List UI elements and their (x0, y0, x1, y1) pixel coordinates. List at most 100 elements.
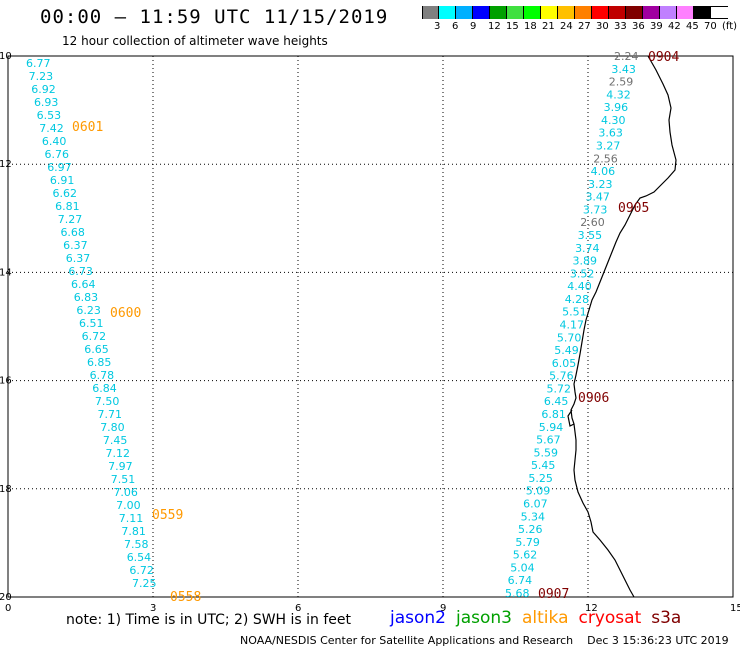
lon-tick-label: 6 (295, 603, 301, 614)
lat-tick-label: 10 (0, 51, 12, 62)
satellite-label: cryosat (578, 608, 642, 628)
legend-label: 42 (668, 21, 681, 32)
legend-swatch (677, 6, 694, 19)
swh-value-right: 5.72 (547, 382, 572, 395)
legend-label: 39 (650, 21, 663, 32)
satellite-label: altika (522, 608, 569, 628)
swh-value-left: 7.81 (121, 525, 145, 538)
swh-value-left: 6.23 (76, 304, 101, 317)
swh-value-left: 7.45 (103, 434, 128, 447)
lat-tick-label: 16 (0, 376, 12, 387)
swh-value-right: 3.96 (604, 101, 629, 114)
swh-value-right: 2.59 (609, 76, 634, 89)
swh-value-right: 2.24 (614, 50, 639, 63)
legend-swatch (660, 6, 677, 19)
swh-value-left: 6.37 (63, 239, 88, 252)
swh-value-right: 5.04 (510, 561, 535, 574)
swh-value-right: 6.74 (508, 574, 532, 587)
swh-value-right: 4.30 (601, 114, 626, 127)
legend-swatch (626, 6, 643, 19)
swh-value-left: 6.84 (92, 382, 117, 395)
swh-value-right: 2.56 (593, 152, 618, 165)
satellite-label: s3a (651, 608, 682, 628)
map-title: 00:00 — 11:59 UTC 11/15/2019 (40, 6, 389, 28)
swh-value-right: 5.09 (526, 485, 551, 498)
swh-value-right: 5.94 (539, 421, 564, 434)
swh-value-left: 7.71 (98, 408, 123, 421)
coastline-inlet (567, 409, 575, 427)
swh-value-left: 6.97 (47, 161, 71, 174)
legend-swatch (490, 6, 507, 19)
swh-value-left: 6.65 (84, 343, 109, 356)
swh-value-left: 6.73 (68, 265, 93, 278)
swh-value-left: 7.51 (111, 473, 136, 486)
swh-value-right: 6.07 (523, 498, 548, 511)
time-label-altika: 0601 (72, 120, 103, 135)
swh-value-left: 7.23 (29, 70, 54, 83)
lon-tick-label: 0 (5, 603, 11, 614)
swh-value-left: 6.85 (87, 356, 112, 369)
swh-value-right: 5.26 (518, 523, 543, 536)
swh-value-right: 5.25 (528, 472, 553, 485)
swh-value-right: 4.40 (567, 280, 592, 293)
swh-value-left: 7.80 (100, 421, 125, 434)
swh-value-left: 7.58 (124, 538, 149, 551)
swh-value-left: 6.92 (31, 83, 56, 96)
legend-swatch (524, 6, 541, 19)
map-frame (7, 55, 734, 598)
credit-line: NOAA/NESDIS Center for Satellite Applica… (240, 634, 729, 647)
time-label-s3a: 0907 (538, 587, 569, 602)
legend-swatch (575, 6, 592, 19)
swh-value-left: 6.68 (60, 226, 84, 239)
swh-value-left: 7.97 (108, 460, 132, 473)
swh-value-right: 4.17 (560, 319, 585, 332)
swh-value-right: 3.27 (596, 140, 621, 153)
swh-value-right: 4.32 (606, 88, 631, 101)
time-label-altika: 0600 (110, 306, 141, 321)
swh-value-right: 5.62 (513, 549, 538, 562)
swh-value-right: 3.47 (585, 191, 610, 204)
swh-value-right: 6.45 (544, 395, 569, 408)
satellite-label: jason3 (456, 608, 512, 628)
legend-swatch (456, 6, 473, 19)
swh-value-left: 6.76 (45, 148, 70, 161)
swh-value-left: 6.93 (34, 96, 59, 109)
legend-swatch (558, 6, 575, 19)
lon-tick-label: 15 (730, 603, 740, 614)
swh-value-left: 6.72 (129, 564, 154, 577)
legend-swatch (439, 6, 456, 19)
satellite-legend: jason2 jason3 altika cryosat s3a (390, 608, 691, 628)
legend-label: 45 (686, 21, 699, 32)
lat-tick-label: 18 (0, 484, 12, 495)
swh-value-left: 6.81 (55, 200, 80, 213)
swh-value-left: 7.12 (106, 447, 131, 460)
swh-value-right: 5.51 (562, 306, 587, 319)
legend-swatch (643, 6, 660, 19)
swh-value-left: 7.11 (119, 512, 144, 525)
satellite-label: jason2 (390, 608, 446, 628)
swh-value-right: 5.45 (531, 459, 556, 472)
swh-value-right: 2.60 (580, 216, 605, 229)
legend-label: 18 (524, 21, 537, 32)
swh-value-left: 6.64 (71, 278, 96, 291)
swh-value-right: 3.23 (588, 178, 613, 191)
swh-value-right: 4.28 (565, 293, 590, 306)
swh-value-left: 6.53 (37, 109, 62, 122)
swh-value-right: 3.89 (572, 255, 597, 268)
legend-label: (ft) (722, 21, 738, 32)
lat-tick-label: 12 (0, 159, 12, 170)
swh-value-right: 5.59 (534, 446, 559, 459)
color-scale-swatches (422, 6, 711, 19)
time-label-s3a: 0906 (578, 391, 609, 406)
swh-value-right: 3.73 (583, 203, 608, 216)
lon-tick-label: 3 (150, 603, 156, 614)
swh-value-right: 5.49 (554, 344, 579, 357)
swh-value-right: 4.06 (591, 165, 616, 178)
lon-tick-label: 9 (440, 603, 446, 614)
legend-swatch (592, 6, 609, 19)
swh-value-left: 7.25 (132, 577, 157, 590)
legend-swatch (507, 6, 524, 19)
swh-value-right: 6.05 (552, 357, 577, 370)
time-label-s3a: 0904 (648, 50, 679, 65)
